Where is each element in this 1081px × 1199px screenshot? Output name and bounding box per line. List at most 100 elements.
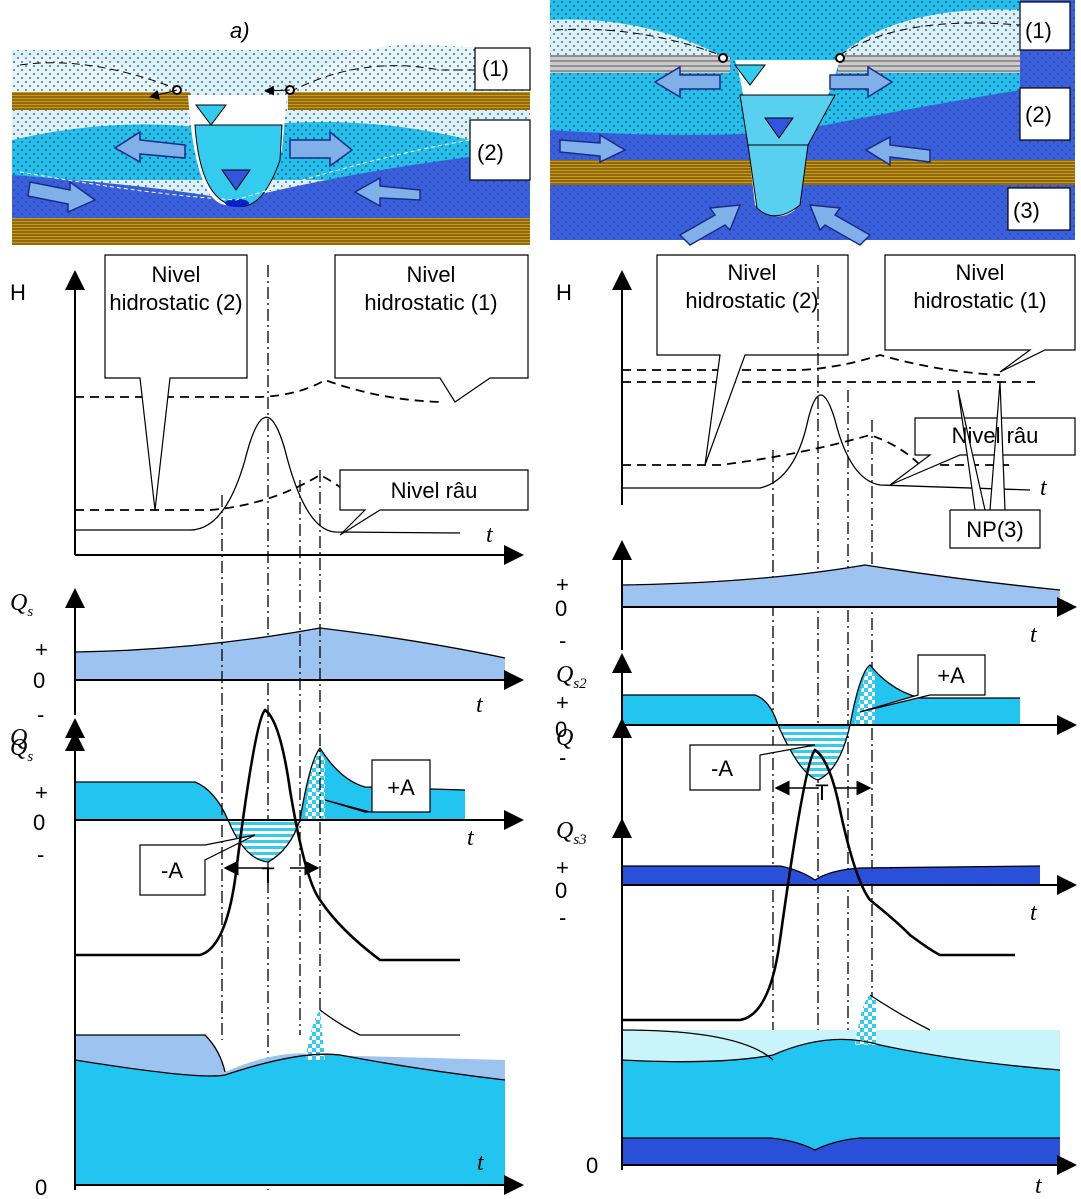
layer-label: (1)	[1025, 18, 1052, 43]
shape-polygon	[559, 133, 627, 164]
shape-path	[12, 44, 530, 95]
axis-label: t	[467, 825, 475, 851]
shape-path	[884, 254, 1076, 373]
shape-path	[622, 565, 1060, 607]
shape-polygon	[113, 130, 186, 164]
callout: hidrostatic (1)	[364, 290, 497, 315]
callout: Nivel	[728, 260, 777, 285]
sign: +	[556, 690, 569, 715]
right-graphs: H Nivel hidrostatic (2) Nivel hidrostati…	[555, 254, 1077, 1199]
shape-path	[75, 416, 461, 534]
shape-rect	[1007, 187, 1071, 231]
shape-path	[622, 748, 1015, 1022]
shape-path	[622, 664, 1020, 781]
shape-path	[334, 254, 529, 403]
shape-path	[622, 1039, 1060, 1165]
period-label: T	[815, 780, 828, 805]
shape-path	[19, 139, 471, 201]
shape-path	[855, 668, 875, 725]
shape-rect	[12, 218, 530, 245]
shape-path	[305, 1010, 325, 1060]
axis-subscript: s3	[573, 832, 586, 848]
shape-path	[855, 995, 876, 1045]
left-section: a) (1) (2)	[12, 18, 531, 245]
left-graphs: H Nivel hidrostatic (2) Nivel hidrostati…	[10, 254, 529, 1199]
callout: Nivel	[956, 260, 1005, 285]
shape-circle	[835, 53, 845, 63]
shape-polygon	[27, 180, 97, 214]
axis-label: t	[1035, 1173, 1043, 1199]
sign: 0	[33, 668, 45, 693]
shape-path	[550, 9, 1020, 55]
area-label: +A	[937, 663, 965, 688]
shape-rect	[288, 92, 530, 110]
shape-polygon	[353, 176, 421, 208]
axis-symbol: Q	[556, 818, 573, 844]
sign: -	[559, 905, 566, 930]
shape-path	[859, 654, 986, 713]
callout: Nivel	[407, 262, 456, 287]
shape-path	[739, 94, 836, 217]
shape-path	[221, 169, 251, 191]
shape-path	[734, 64, 766, 86]
sign: 0	[586, 1153, 598, 1178]
shape-path	[621, 1029, 774, 1061]
shape-rect	[474, 47, 531, 91]
shape-path	[622, 665, 1020, 725]
area-label: +A	[387, 775, 415, 800]
shape-path	[949, 381, 1041, 549]
shape-path	[75, 1054, 505, 1185]
shape-path	[12, 150, 530, 222]
shape-path	[764, 117, 794, 139]
sign: 0	[555, 717, 567, 742]
shape-rect	[838, 55, 1020, 73]
shape-path	[104, 254, 248, 511]
shape-path	[74, 1053, 506, 1081]
shape-path	[339, 469, 529, 536]
shape-path	[622, 434, 1010, 466]
shape-path	[622, 1138, 1060, 1165]
callout: Nivel râu	[391, 478, 478, 503]
shape-path	[622, 354, 1001, 376]
shape-circle	[718, 53, 728, 63]
shape-polygon	[678, 204, 742, 246]
shape-path	[889, 417, 1076, 486]
axis-symbol: Q	[10, 735, 27, 761]
shape-path	[869, 994, 931, 1031]
callout: Nivel	[152, 262, 201, 287]
axis-label: t	[476, 692, 484, 718]
shape-line	[149, 89, 178, 100]
shape-rect	[1019, 1, 1071, 51]
axis-symbol: Q	[556, 725, 573, 751]
axis-label: H	[556, 280, 572, 305]
shape-text: Qs2	[556, 662, 587, 692]
sign: 0	[555, 596, 567, 621]
shape-path	[19, 62, 530, 93]
shape-polygon	[829, 65, 894, 99]
shape-path	[622, 394, 1031, 491]
sign: +	[35, 637, 48, 662]
axis-subscript: s	[27, 604, 33, 620]
axis-symbol: Q	[556, 662, 573, 688]
shape-path	[554, 22, 1021, 56]
period-label: T	[261, 863, 274, 888]
callout: hidrostatic (2)	[685, 288, 818, 313]
sign: 0	[35, 1175, 47, 1199]
shape-path	[621, 1038, 1061, 1071]
shape-path	[622, 1137, 1060, 1151]
shape-polygon	[653, 65, 721, 99]
shape-path	[75, 628, 505, 680]
area-label: -A	[711, 756, 733, 781]
callout: NP(3)	[966, 517, 1023, 542]
axis-symbol: Q	[10, 590, 27, 616]
shape-path	[622, 865, 1041, 881]
sign: -	[37, 842, 44, 867]
shape-rect	[469, 119, 531, 181]
area-label: -A	[161, 858, 183, 883]
shape-text: Qs3	[556, 818, 587, 848]
shape-polygon	[864, 135, 931, 167]
shape-text: Qs	[10, 735, 33, 765]
shape-path	[75, 746, 466, 863]
shape-rect	[12, 92, 190, 110]
